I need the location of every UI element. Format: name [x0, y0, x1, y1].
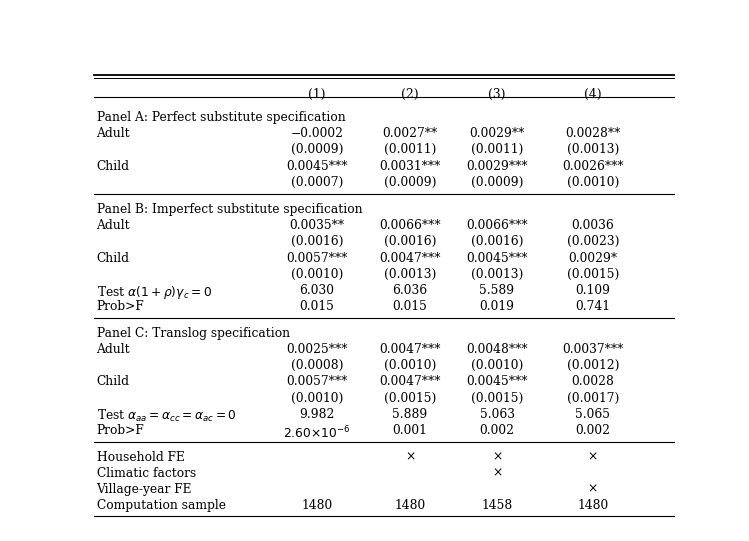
Text: 0.0029*: 0.0029* [568, 252, 617, 265]
Text: 1480: 1480 [302, 499, 333, 512]
Text: 0.0047***: 0.0047*** [379, 375, 440, 388]
Text: 0.0047***: 0.0047*** [379, 252, 440, 265]
Text: Panel B: Imperfect substitute specification: Panel B: Imperfect substitute specificat… [97, 203, 363, 216]
Text: 0.0035**: 0.0035** [290, 219, 345, 232]
Text: (0.0016): (0.0016) [383, 235, 436, 248]
Text: −0.0002: −0.0002 [291, 127, 344, 140]
Text: 9.982: 9.982 [300, 408, 335, 421]
Text: 5.889: 5.889 [392, 408, 428, 421]
Text: Child: Child [97, 375, 130, 388]
Text: (0.0017): (0.0017) [567, 392, 619, 405]
Text: (1): (1) [309, 88, 326, 101]
Text: ×: × [405, 451, 415, 464]
Text: 1458: 1458 [482, 499, 512, 512]
Text: Climatic factors: Climatic factors [97, 466, 195, 479]
Text: 0.0048***: 0.0048*** [466, 342, 528, 355]
Text: (0.0016): (0.0016) [471, 235, 524, 248]
Text: 6.036: 6.036 [392, 285, 428, 298]
Text: 0.019: 0.019 [479, 300, 515, 313]
Text: (0.0011): (0.0011) [383, 143, 436, 156]
Text: 0.0037***: 0.0037*** [562, 342, 623, 355]
Text: 0.015: 0.015 [300, 300, 335, 313]
Text: (0.0016): (0.0016) [291, 235, 343, 248]
Text: (0.0007): (0.0007) [291, 176, 343, 189]
Text: 0.0025***: 0.0025*** [286, 342, 348, 355]
Text: 0.0028**: 0.0028** [565, 127, 620, 140]
Text: 0.0047***: 0.0047*** [379, 342, 440, 355]
Text: 0.0028: 0.0028 [571, 375, 614, 388]
Text: (2): (2) [401, 88, 419, 101]
Text: (0.0008): (0.0008) [291, 359, 343, 372]
Text: Prob>F: Prob>F [97, 300, 145, 313]
Text: 0.0031***: 0.0031*** [379, 160, 440, 173]
Text: (0.0015): (0.0015) [567, 268, 619, 281]
Text: (0.0015): (0.0015) [383, 392, 436, 405]
Text: 5.589: 5.589 [479, 285, 515, 298]
Text: Household FE: Household FE [97, 451, 184, 464]
Text: 5.063: 5.063 [479, 408, 515, 421]
Text: 6.030: 6.030 [300, 285, 335, 298]
Text: ×: × [492, 466, 502, 479]
Text: Panel A: Perfect substitute specification: Panel A: Perfect substitute specificatio… [97, 111, 345, 124]
Text: Child: Child [97, 252, 130, 265]
Text: Panel C: Translog specification: Panel C: Translog specification [97, 327, 290, 340]
Text: (0.0009): (0.0009) [383, 176, 436, 189]
Text: Prob>F: Prob>F [97, 424, 145, 438]
Text: (4): (4) [584, 88, 601, 101]
Text: (0.0010): (0.0010) [291, 392, 343, 405]
Text: 0.002: 0.002 [575, 424, 610, 438]
Text: 1480: 1480 [395, 499, 425, 512]
Text: Test $\alpha_{aa} = \alpha_{cc} = \alpha_{ac} = 0$: Test $\alpha_{aa} = \alpha_{cc} = \alpha… [97, 408, 236, 425]
Text: (0.0011): (0.0011) [471, 143, 524, 156]
Text: 0.0045***: 0.0045*** [467, 375, 528, 388]
Text: Village-year FE: Village-year FE [97, 483, 192, 496]
Text: 0.0045***: 0.0045*** [467, 252, 528, 265]
Text: Computation sample: Computation sample [97, 499, 225, 512]
Text: (0.0013): (0.0013) [567, 143, 619, 156]
Text: (0.0015): (0.0015) [471, 392, 524, 405]
Text: Adult: Adult [97, 342, 130, 355]
Text: $2.60{\times}10^{-6}$: $2.60{\times}10^{-6}$ [283, 424, 351, 441]
Text: 0.0057***: 0.0057*** [286, 375, 348, 388]
Text: 0.0045***: 0.0045*** [286, 160, 348, 173]
Text: 0.001: 0.001 [392, 424, 428, 438]
Text: Child: Child [97, 160, 130, 173]
Text: (0.0010): (0.0010) [471, 359, 524, 372]
Text: 0.109: 0.109 [575, 285, 610, 298]
Text: (0.0009): (0.0009) [471, 176, 524, 189]
Text: 0.002: 0.002 [479, 424, 515, 438]
Text: Adult: Adult [97, 219, 130, 232]
Text: (3): (3) [488, 88, 506, 101]
Text: 0.0036: 0.0036 [571, 219, 614, 232]
Text: (0.0010): (0.0010) [291, 268, 343, 281]
Text: 0.0029***: 0.0029*** [466, 160, 528, 173]
Text: (0.0023): (0.0023) [566, 235, 619, 248]
Text: 0.015: 0.015 [392, 300, 428, 313]
Text: (0.0012): (0.0012) [566, 359, 619, 372]
Text: 5.065: 5.065 [575, 408, 610, 421]
Text: 0.0066***: 0.0066*** [466, 219, 528, 232]
Text: (0.0013): (0.0013) [383, 268, 436, 281]
Text: 0.0057***: 0.0057*** [286, 252, 348, 265]
Text: 0.0027**: 0.0027** [382, 127, 437, 140]
Text: Test $\alpha(1+\rho)\gamma_c = 0$: Test $\alpha(1+\rho)\gamma_c = 0$ [97, 285, 211, 301]
Text: 0.0066***: 0.0066*** [379, 219, 441, 232]
Text: (0.0010): (0.0010) [383, 359, 436, 372]
Text: (0.0009): (0.0009) [291, 143, 343, 156]
Text: 1480: 1480 [577, 499, 608, 512]
Text: ×: × [588, 483, 598, 496]
Text: 0.741: 0.741 [575, 300, 610, 313]
Text: 0.0029**: 0.0029** [470, 127, 525, 140]
Text: ×: × [588, 451, 598, 464]
Text: Adult: Adult [97, 127, 130, 140]
Text: (0.0013): (0.0013) [471, 268, 524, 281]
Text: (0.0010): (0.0010) [567, 176, 619, 189]
Text: 0.0026***: 0.0026*** [562, 160, 624, 173]
Text: ×: × [492, 451, 502, 464]
